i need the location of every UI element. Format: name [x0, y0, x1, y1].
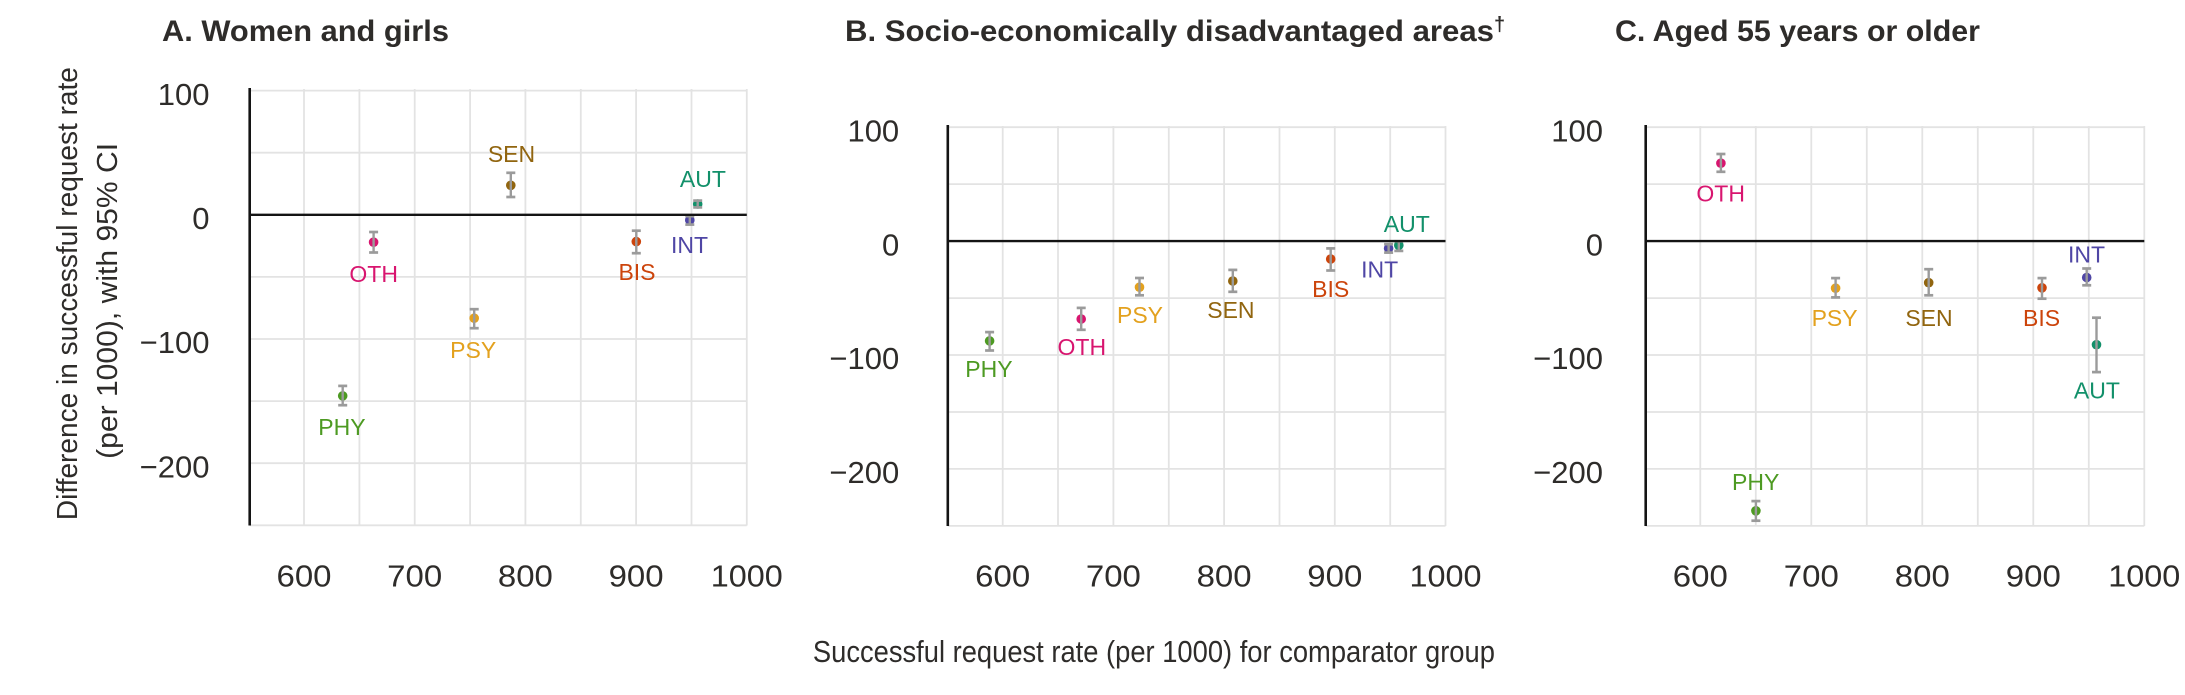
svg-text:100: 100	[847, 113, 899, 148]
svg-text:−100: −100	[140, 325, 210, 360]
svg-text:SEN: SEN	[1905, 305, 1952, 331]
svg-text:0: 0	[192, 201, 209, 236]
svg-text:600: 600	[277, 559, 332, 594]
svg-text:700: 700	[387, 559, 442, 594]
svg-text:800: 800	[1197, 559, 1252, 594]
svg-text:0: 0	[882, 227, 899, 262]
svg-text:INT: INT	[2068, 242, 2105, 268]
svg-text:PHY: PHY	[1732, 469, 1779, 495]
svg-text:OTH: OTH	[1058, 334, 1107, 360]
svg-text:1000: 1000	[1410, 559, 1482, 594]
svg-text:1000: 1000	[711, 559, 783, 594]
svg-text:PSY: PSY	[1812, 305, 1858, 331]
svg-text:Difference in successful reque: Difference in successful request rate	[52, 67, 84, 520]
svg-text:700: 700	[1086, 559, 1141, 594]
svg-text:B. Socio-economically disadvan: B. Socio-economically disadvantaged area…	[845, 14, 1505, 48]
svg-text:−200: −200	[140, 449, 210, 484]
svg-text:Successful request rate (per 1: Successful request rate (per 1000) for c…	[813, 634, 1495, 669]
svg-text:−100: −100	[829, 341, 899, 376]
svg-text:700: 700	[1784, 559, 1839, 594]
svg-text:PHY: PHY	[318, 414, 365, 440]
svg-text:1000: 1000	[2108, 559, 2180, 594]
svg-text:800: 800	[498, 559, 553, 594]
svg-text:A. Women and girls: A. Women and girls	[162, 15, 449, 48]
svg-text:INT: INT	[1361, 257, 1398, 283]
svg-text:OTH: OTH	[1696, 181, 1745, 207]
svg-text:900: 900	[2006, 559, 2061, 594]
svg-text:INT: INT	[671, 232, 708, 258]
svg-text:BIS: BIS	[1312, 276, 1349, 302]
svg-text:0: 0	[1586, 227, 1603, 262]
svg-text:−200: −200	[1533, 455, 1603, 490]
svg-text:BIS: BIS	[2023, 305, 2060, 331]
svg-text:600: 600	[975, 559, 1030, 594]
svg-text:AUT: AUT	[2074, 378, 2120, 404]
svg-text:800: 800	[1895, 559, 1950, 594]
svg-text:−200: −200	[829, 455, 899, 490]
svg-text:PHY: PHY	[965, 356, 1012, 382]
svg-text:AUT: AUT	[1384, 211, 1430, 237]
svg-text:PSY: PSY	[1117, 302, 1163, 328]
svg-text:C. Aged 55 years or older: C. Aged 55 years or older	[1615, 15, 1980, 48]
svg-text:PSY: PSY	[450, 337, 496, 363]
svg-text:−100: −100	[1533, 341, 1603, 376]
svg-text:OTH: OTH	[349, 261, 398, 287]
svg-text:AUT: AUT	[680, 166, 726, 192]
svg-text:SEN: SEN	[1207, 297, 1254, 323]
svg-text:900: 900	[1307, 559, 1362, 594]
svg-text:100: 100	[1551, 113, 1603, 148]
svg-text:100: 100	[158, 77, 210, 112]
svg-text:(per 1000), with 95% CI: (per 1000), with 95% CI	[92, 143, 124, 459]
svg-text:600: 600	[1673, 559, 1728, 594]
svg-text:900: 900	[609, 559, 664, 594]
svg-text:SEN: SEN	[488, 141, 535, 167]
svg-text:BIS: BIS	[618, 259, 655, 285]
